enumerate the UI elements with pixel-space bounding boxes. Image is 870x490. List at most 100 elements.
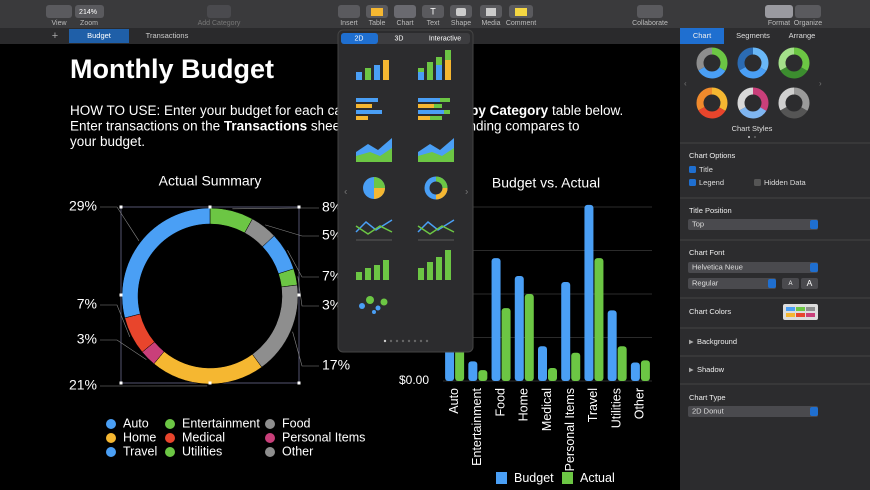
chart-icon[interactable] [356, 60, 389, 80]
chart-icon[interactable] [356, 98, 382, 120]
icon-bar [418, 98, 440, 102]
checkbox[interactable] [754, 179, 761, 186]
shape-button[interactable]: Shape [450, 5, 472, 27]
chart-icon[interactable] [418, 250, 451, 280]
selection-handle [208, 205, 212, 209]
section-label[interactable]: Shadow [697, 365, 725, 374]
legend-swatch [165, 419, 175, 429]
dropdown-value: Top [692, 219, 704, 228]
inspector-tab[interactable]: Segments [736, 31, 770, 40]
checkbox[interactable] [689, 179, 696, 186]
next-arrow[interactable]: › [465, 187, 468, 198]
chart-icon[interactable] [356, 138, 392, 162]
insert-button[interactable]: Insert [338, 5, 360, 27]
picker-tab[interactable]: Interactive [429, 35, 461, 42]
chart-icon[interactable] [418, 98, 450, 120]
styles-next: › [819, 79, 822, 88]
picker-tab[interactable]: 2D [355, 35, 364, 42]
segment-active[interactable] [341, 33, 378, 44]
style-ring [778, 87, 810, 119]
text-label: Text [427, 20, 440, 27]
donut-segment [251, 284, 299, 368]
document-title: Monthly Budget [70, 54, 274, 84]
insert-label: Insert [340, 20, 358, 27]
sheet-tab-active[interactable] [69, 29, 129, 43]
selection-handle [297, 293, 301, 297]
swatch-chip [806, 307, 815, 311]
legend-label: Food [282, 416, 311, 430]
zoom-button[interactable]: 214% Zoom [75, 5, 104, 27]
legend-swatch [106, 419, 116, 429]
bar [548, 367, 557, 381]
legend-swatch [106, 447, 116, 457]
icon-bubble [380, 298, 388, 306]
chart-icon[interactable] [359, 296, 388, 314]
button-bg [75, 5, 104, 18]
dropdown[interactable] [688, 262, 818, 273]
button-bg [338, 5, 360, 18]
legend-swatch [265, 419, 275, 429]
swatch-chip [786, 313, 795, 317]
data-label: 5% [322, 227, 342, 243]
icon-bar [374, 65, 380, 80]
donut-segment [153, 351, 263, 385]
legend-label: Personal Items [282, 430, 365, 444]
inspector-tab[interactable]: Chart [693, 31, 712, 40]
chart-icon[interactable] [356, 260, 389, 280]
add-sheet-button[interactable]: + [52, 30, 58, 42]
comment-button[interactable]: Comment [506, 5, 536, 27]
chart-title: Actual Summary [159, 173, 262, 189]
prev-arrow[interactable]: ‹ [344, 187, 347, 198]
text-button[interactable]: T Text [422, 5, 444, 27]
dropdown-arrow [810, 263, 818, 272]
sheet-tab-label[interactable]: Transactions [146, 31, 189, 40]
collaborate-button[interactable]: Collaborate [632, 5, 668, 27]
bar [617, 346, 627, 381]
bar [607, 310, 617, 381]
view-button[interactable]: View [46, 5, 72, 27]
bar [501, 308, 511, 381]
selection-handle [297, 381, 301, 385]
instruction-text: your budget. [70, 134, 145, 149]
icon-bar [356, 98, 378, 102]
disclosure[interactable]: ▶ [689, 340, 694, 346]
chart-button[interactable]: Chart [394, 5, 416, 27]
color-swatch[interactable] [783, 304, 818, 320]
legend-swatch [106, 433, 116, 443]
chart-icon[interactable] [418, 138, 454, 162]
donut-chart[interactable]: Actual Summary 8% 5% 7% 3% 17% 21% 3% 7% 29% Auto E… [69, 173, 365, 459]
picker-tab[interactable]: 3D [395, 35, 404, 42]
chart-styles[interactable]: ‹ › [684, 47, 822, 138]
chart-icon[interactable] [418, 50, 451, 80]
dropdown[interactable] [688, 406, 818, 417]
legend-swatch [165, 433, 175, 443]
legend-swatch [165, 447, 175, 457]
checkbox[interactable] [689, 166, 696, 173]
format-button[interactable]: Format [765, 5, 793, 27]
dropdown[interactable] [688, 219, 818, 230]
chart-icon[interactable] [355, 219, 393, 241]
media-button[interactable]: Media [480, 5, 502, 27]
button-bg [394, 5, 416, 18]
chart-icon[interactable] [417, 219, 455, 241]
chart-icon[interactable] [424, 176, 448, 200]
disclosure[interactable]: ▶ [689, 368, 694, 374]
font-smaller-button[interactable] [782, 278, 799, 289]
style-ring [696, 87, 728, 119]
inspector-tab-active[interactable] [680, 28, 724, 44]
inspector-tab[interactable]: Arrange [789, 31, 816, 40]
chart-icon[interactable] [363, 177, 385, 199]
table-button[interactable]: Table [366, 5, 388, 27]
page-dot [754, 136, 756, 138]
comment-label: Comment [506, 20, 536, 27]
swatch-chip [796, 307, 805, 311]
page-dot [425, 339, 429, 343]
font-larger-button[interactable] [801, 278, 818, 289]
add-category-button[interactable]: Add Category [198, 5, 241, 27]
media-label: Media [481, 20, 500, 27]
dropdown[interactable] [688, 278, 776, 289]
section-label[interactable]: Background [697, 337, 737, 346]
sheet-tab-label[interactable]: Budget [87, 31, 112, 40]
organize-button[interactable]: Organize [794, 5, 823, 27]
